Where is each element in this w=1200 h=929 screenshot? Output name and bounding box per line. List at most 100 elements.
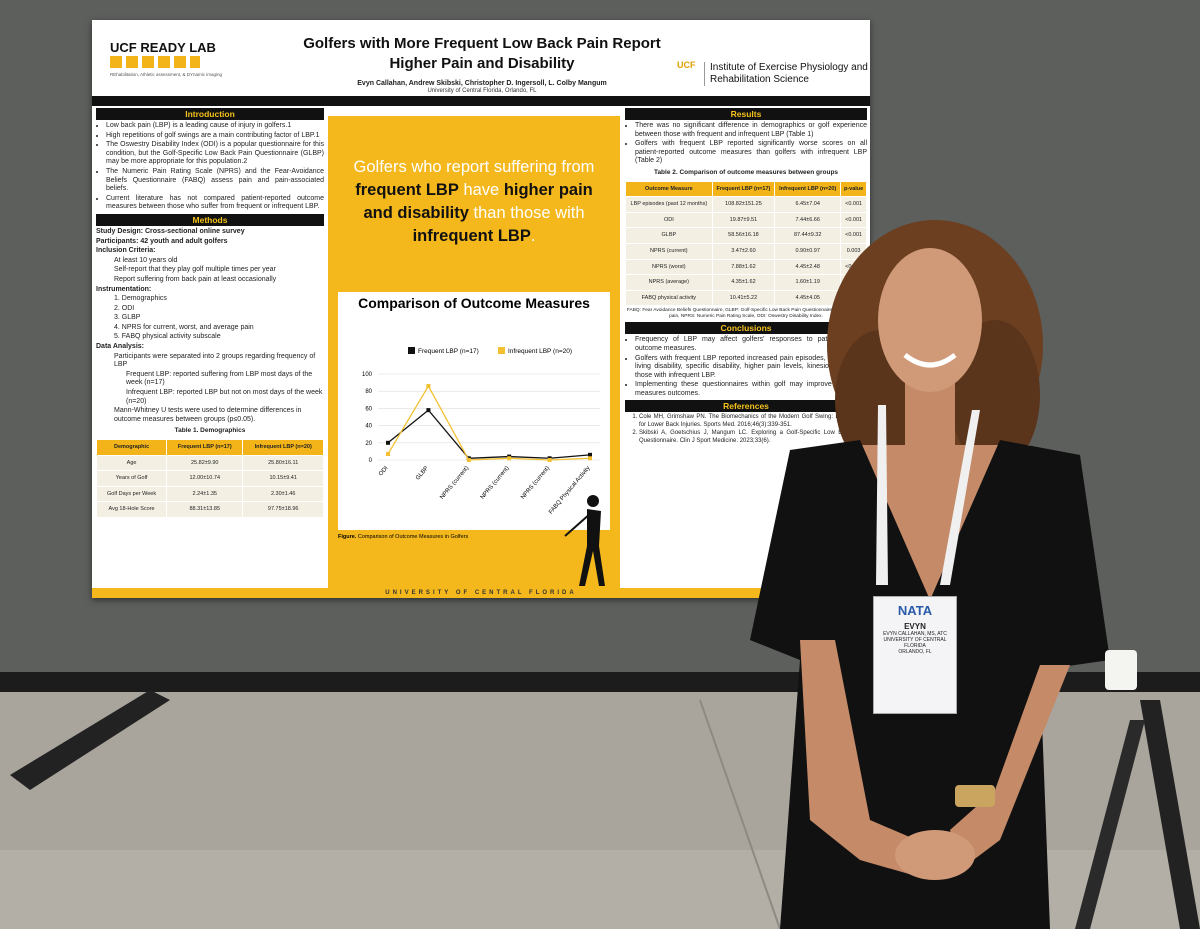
poster: UCF READY LAB REhabilitation, Athletic a…	[92, 20, 870, 598]
poster-header: UCF READY LAB REhabilitation, Athletic a…	[92, 20, 870, 106]
legend-label: Infrequent LBP (n=20)	[508, 348, 572, 355]
table-row: Avg 18-Hole Score 88.31±13.85 97.75±18.96	[95, 501, 324, 518]
list-item: Implementing these questionnaires within…	[635, 381, 867, 398]
table-cell: 4.45±4.05	[774, 289, 842, 307]
point	[588, 452, 592, 457]
badge-logo: NATA	[897, 603, 933, 618]
table-cell: 7.88±1.62	[711, 258, 776, 276]
y-tick-label: 0	[369, 458, 373, 464]
key-message: Golfers who report suffering from freque…	[348, 156, 600, 248]
demographics-table: Demographic Frequent LBP (n=17) Infrequent…	[95, 439, 324, 518]
method-line: Self-report that they play golf multiple…	[114, 266, 276, 274]
section-heading: References	[625, 400, 867, 413]
point	[386, 451, 390, 456]
table-header-row: Demographic Frequent LBP (n=17) Infrequent…	[95, 439, 324, 456]
method-line: Infrequent LBP: reported LBP but not on …	[126, 389, 323, 405]
method-line: Mann-Whitney U tests were used to determ…	[114, 407, 302, 423]
ucf-logo: UCF	[677, 60, 696, 70]
table-row: Golf Days per Week 2.24±1.35 2.30±1.46	[95, 485, 324, 503]
method-line: Participants: 42 youth and adult golfers	[96, 237, 228, 245]
table-header-cell: Frequent LBP (n=17)	[711, 180, 776, 198]
list-item: There was no significant difference in d…	[635, 122, 867, 139]
key-message-part: frequent LBP	[355, 181, 459, 199]
table-cell: 6.45±7.04	[774, 196, 842, 213]
list-item: The Oswestry Disability Index (ODI) is a…	[106, 141, 324, 167]
badge-organization: UNIVERSITY OF CENTRAL FLORIDA	[883, 637, 947, 649]
section-heading: Introduction	[96, 108, 324, 120]
table-cell: 2.24±1.35	[166, 485, 244, 503]
point	[466, 458, 471, 462]
table-cell: 19.87±9.51	[711, 211, 776, 229]
right-column: Results There was no significant differe…	[625, 106, 867, 446]
table-cell: FABQ physical activity	[625, 289, 713, 307]
intro-list: Low back pain (LBP) is a leading cause o…	[96, 122, 324, 212]
table-cell: 10.41±5.22	[711, 289, 776, 307]
method-line: 1. Demographics	[114, 295, 167, 303]
logo-chevrons	[110, 56, 200, 68]
table-cell: 7.44±6.66	[774, 211, 842, 229]
badge-full-name: EVYN CALLAHAN, MS, ATC	[883, 631, 947, 637]
name-badge: NATA EVYN EVYN CALLAHAN, MS, ATC UNIVERS…	[873, 596, 957, 714]
method-line: Report suffering from back pain at least…	[114, 275, 277, 283]
point	[507, 456, 512, 461]
legend-swatch	[408, 347, 415, 354]
affiliation: University of Central Florida, Orlando, …	[427, 88, 537, 94]
method-line: 3. GLBP	[114, 314, 141, 322]
table-cell: 12.00±10.74	[166, 470, 244, 487]
table-row: Years of Golf 12.00±10.74 10.15±9.41	[95, 470, 324, 487]
key-message-part: than those with	[468, 204, 585, 222]
conclusions-list: Frequency of LBP may affect golfers' res…	[625, 336, 867, 398]
table-header-row: Outcome Measure Frequent LBP (n=17) Infreq…	[625, 180, 867, 198]
figure: Comparison of Outcome Measures Frequent …	[338, 292, 610, 530]
x-tick-label: ODI	[378, 465, 390, 477]
table-header-cell: Infrequent LBP (n=20)	[242, 439, 324, 456]
key-message-part: .	[530, 227, 536, 245]
table-row: GLBP 58.56±16.18 87.44±9.32 <0.001	[625, 227, 867, 244]
table-note: FABQ: Fear Avoidance Beliefs Questionnai…	[626, 308, 866, 320]
key-message-part: Golfers who report suffering from	[353, 158, 595, 176]
point	[386, 440, 390, 445]
table-caption: Table 2. Comparison of outcome measures …	[653, 168, 839, 176]
point	[426, 408, 431, 413]
table-row: ODI 19.87±9.51 7.44±6.66 <0.001	[625, 211, 867, 229]
legend-label: Frequent LBP (n=17)	[418, 348, 479, 355]
key-message-part: higher pain and disability	[363, 181, 593, 222]
chart-title: Comparison of Outcome Measures	[358, 295, 590, 311]
method-line: 2. ODI	[114, 304, 135, 312]
lab-tagline: REhabilitation, Athletic assessment, & D…	[110, 72, 223, 77]
table-cell: 1.60±1.19	[774, 274, 842, 291]
series-line	[387, 384, 591, 461]
point	[588, 456, 592, 461]
method-line: Inclusion Criteria:	[96, 247, 156, 255]
badge-location: ORLANDO, FL	[898, 649, 932, 655]
institute: Institute of Exercise Physiology and Reh…	[704, 62, 870, 86]
caption-label: Figure.	[338, 534, 357, 540]
list-item: Current literature has not compared pati…	[106, 195, 324, 212]
poster-title: Golfers with More Frequent Low Back Pain…	[303, 35, 661, 72]
authors: Evyn Callahan, Andrew Skibski, Christoph…	[357, 80, 607, 87]
lab-logo: UCF READY LAB	[110, 40, 216, 55]
method-line: Instrumentation:	[96, 285, 152, 293]
poster-footer: UNIVERSITY OF CENTRAL FLORIDA	[92, 588, 870, 598]
methods: Study Design: Cross-sectional online sur…	[96, 228, 324, 424]
table-cell: 97.75±18.96	[242, 501, 324, 518]
legend-swatch	[498, 347, 505, 354]
key-message-part: infrequent LBP	[412, 227, 531, 245]
list-item: Frequency of LBP may affect golfers' res…	[635, 336, 867, 353]
figure-caption: Figure. Comparison of Outcome Measures i…	[338, 534, 468, 540]
list-item: Cole MH, Grimshaw PN. The Biomechanics o…	[639, 414, 867, 429]
y-tick-label: 100	[362, 372, 373, 378]
table-cell: 58.56±16.18	[711, 227, 776, 244]
table-cell: 3.47±2.60	[711, 242, 776, 260]
golfer-silhouette	[564, 495, 605, 586]
table-cell: <0.001	[840, 227, 867, 244]
table-header-cell: p-value	[840, 180, 867, 198]
left-column: Introduction Low back pain (LBP) is a le…	[95, 106, 324, 518]
list-item: Skibski A, Goetschius J, Mangum LC. Expl…	[639, 430, 867, 445]
y-tick-label: 40	[365, 424, 372, 430]
series-line	[387, 409, 591, 459]
key-message-part: have	[458, 181, 504, 199]
table-cell: 10.15±9.41	[242, 470, 324, 487]
table-cell: GLBP	[625, 227, 713, 244]
